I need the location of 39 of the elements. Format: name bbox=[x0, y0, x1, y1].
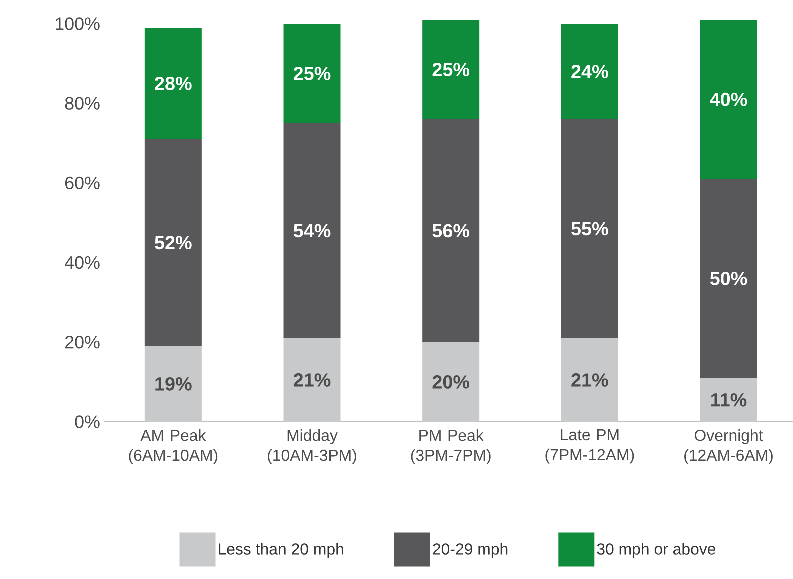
y-tick-label: 60% bbox=[65, 176, 100, 190]
data-label: 25% bbox=[294, 67, 331, 80]
data-label: 19% bbox=[156, 377, 192, 391]
y-tick-label: 0% bbox=[75, 416, 100, 428]
data-label: 24% bbox=[572, 65, 608, 78]
y-tick-label: 80% bbox=[65, 97, 100, 110]
bar bbox=[700, 20, 758, 180]
bar bbox=[284, 123, 341, 338]
bar bbox=[561, 24, 618, 120]
y-tick-label: 100% bbox=[56, 18, 100, 30]
data-label: 40% bbox=[710, 92, 748, 106]
data-label: 11% bbox=[712, 393, 747, 407]
legend-label: Less than 20 mph bbox=[219, 543, 344, 558]
x-tick-label: Midday (10AM-3PM) bbox=[268, 430, 356, 464]
data-label: 21% bbox=[572, 374, 608, 387]
bar bbox=[284, 24, 341, 124]
bar bbox=[422, 120, 480, 342]
data-label: 56% bbox=[432, 224, 470, 238]
bar bbox=[144, 139, 202, 346]
x-tick-label: Late PM (7PM-12AM) bbox=[546, 430, 634, 464]
data-label: 28% bbox=[155, 76, 192, 90]
data-label: 21% bbox=[294, 374, 331, 387]
data-label: 54% bbox=[294, 224, 331, 238]
y-tick-label: 40% bbox=[64, 256, 100, 270]
data-label: 52% bbox=[155, 236, 192, 250]
x-tick-label: AM Peak (6AM-10AM) bbox=[129, 430, 218, 464]
bar bbox=[561, 120, 618, 338]
data-label: 25% bbox=[432, 63, 470, 76]
x-tick-label: Overnight (12AM-6AM) bbox=[684, 430, 773, 464]
data-label: 50% bbox=[710, 272, 748, 286]
bar bbox=[700, 179, 758, 378]
y-tick-label: 20% bbox=[65, 336, 100, 349]
legend-label: 30 mph or above bbox=[597, 543, 716, 558]
bar bbox=[144, 28, 202, 140]
data-label: 20% bbox=[432, 375, 470, 389]
legend-label: 20-29 mph bbox=[433, 543, 508, 558]
bar bbox=[422, 20, 480, 120]
data-label: 55% bbox=[572, 222, 608, 236]
x-tick-label: PM Peak (3PM-7PM) bbox=[411, 430, 491, 464]
